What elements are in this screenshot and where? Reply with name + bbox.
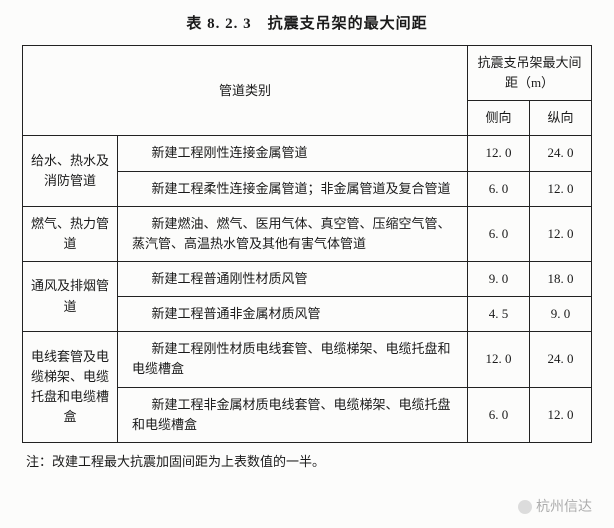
lateral-cell: 6. 0 [468, 206, 530, 261]
lateral-cell: 6. 0 [468, 171, 530, 206]
spacing-table: 管道类别 抗震支吊架最大间距（m） 侧向 纵向 给水、热水及消防管道 新建工程刚… [22, 45, 592, 443]
desc-cell: 新建工程普通非金属材质风管 [118, 297, 468, 332]
watermark-text: 杭州信达 [536, 498, 592, 514]
desc-cell: 新建工程普通刚性材质风管 [118, 261, 468, 296]
lateral-cell: 12. 0 [468, 332, 530, 387]
desc-cell: 新建燃油、燃气、医用气体、真空管、压缩空气管、蒸汽管、高温热水管及其他有害气体管… [118, 206, 468, 261]
desc-cell: 新建工程柔性连接金属管道；非金属管道及复合管道 [118, 171, 468, 206]
category-cell: 电线套管及电缆梯架、电缆托盘和电缆槽盒 [23, 332, 118, 443]
category-cell: 给水、热水及消防管道 [23, 136, 118, 206]
desc-cell: 新建工程刚性连接金属管道 [118, 136, 468, 171]
watermark-icon [518, 500, 532, 514]
watermark: 杭州信达 [518, 496, 592, 516]
desc-cell: 新建工程刚性材质电线套管、电缆梯架、电缆托盘和电缆槽盒 [118, 332, 468, 387]
header-lateral: 侧向 [468, 101, 530, 136]
category-cell: 燃气、热力管道 [23, 206, 118, 261]
longitudinal-cell: 12. 0 [530, 206, 592, 261]
header-pipe-category: 管道类别 [23, 46, 468, 136]
lateral-cell: 6. 0 [468, 387, 530, 442]
table-title: 表 8. 2. 3 抗震支吊架的最大间距 [22, 12, 592, 33]
footnote: 注：改建工程最大抗震加固间距为上表数值的一半。 [22, 451, 592, 470]
table-row: 燃气、热力管道 新建燃油、燃气、医用气体、真空管、压缩空气管、蒸汽管、高温热水管… [23, 206, 592, 261]
longitudinal-cell: 9. 0 [530, 297, 592, 332]
category-cell: 通风及排烟管道 [23, 261, 118, 331]
longitudinal-cell: 12. 0 [530, 171, 592, 206]
longitudinal-cell: 18. 0 [530, 261, 592, 296]
longitudinal-cell: 24. 0 [530, 332, 592, 387]
longitudinal-cell: 12. 0 [530, 387, 592, 442]
table-row: 电线套管及电缆梯架、电缆托盘和电缆槽盒 新建工程刚性材质电线套管、电缆梯架、电缆… [23, 332, 592, 387]
table-row: 通风及排烟管道 新建工程普通刚性材质风管 9. 0 18. 0 [23, 261, 592, 296]
header-max-spacing: 抗震支吊架最大间距（m） [468, 46, 592, 101]
longitudinal-cell: 24. 0 [530, 136, 592, 171]
header-longitudinal: 纵向 [530, 101, 592, 136]
lateral-cell: 4. 5 [468, 297, 530, 332]
lateral-cell: 9. 0 [468, 261, 530, 296]
table-row: 给水、热水及消防管道 新建工程刚性连接金属管道 12. 0 24. 0 [23, 136, 592, 171]
lateral-cell: 12. 0 [468, 136, 530, 171]
desc-cell: 新建工程非金属材质电线套管、电缆梯架、电缆托盘和电缆槽盒 [118, 387, 468, 442]
